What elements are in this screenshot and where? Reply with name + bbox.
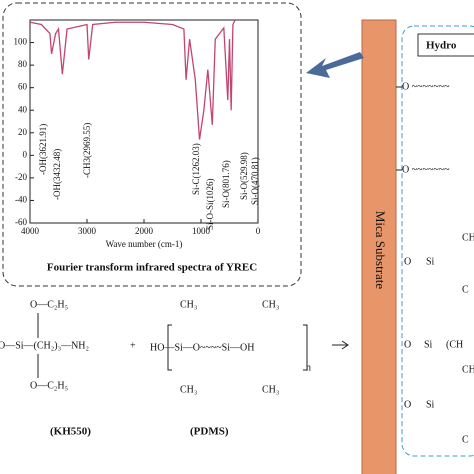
x-tick-label: 4000 — [21, 226, 40, 236]
fragment: O — [404, 339, 411, 350]
y-tick-label: 100 — [14, 37, 28, 47]
substrate-label: Mica Substrate — [373, 211, 388, 290]
chart-frame-dashed — [2, 2, 302, 287]
y-tick-label: -60 — [15, 217, 27, 227]
plus: + — [130, 340, 136, 351]
fragment: O — [404, 399, 411, 410]
fragment: O — [404, 256, 411, 267]
fragment: C — [462, 284, 469, 295]
fragment: CH — [462, 232, 474, 243]
y-tick-label: 20 — [18, 127, 28, 137]
annotation: Si-C(1262.03) — [191, 143, 201, 195]
fragment: Si — [424, 339, 433, 350]
fragment: Si — [426, 399, 435, 410]
y-tick-label: 80 — [18, 59, 28, 69]
bond-text: O ~~~~~~~ — [402, 164, 450, 175]
y-tick-label: 40 — [18, 104, 28, 114]
annotation: Si-O(801.76) — [221, 160, 231, 208]
mica-substrate — [361, 19, 397, 474]
layer-label-box — [417, 33, 474, 57]
annotation: -CH3(2969.55) — [82, 123, 92, 178]
fragment: Si — [426, 256, 435, 267]
annotation: Si-O-Si(1026) — [205, 178, 215, 230]
pdms-main: HO—Si—O~~~~Si—OH — [150, 342, 254, 353]
pdms-name: (PDMS) — [190, 426, 229, 438]
kh-bottom: O—C₂H₅ — [30, 380, 68, 391]
caption: Fourier transform infrared spectra of YR… — [47, 262, 257, 274]
bond-text: O ~~~~~~~ — [402, 81, 450, 92]
fragment: C — [462, 434, 469, 445]
x-tick-label: 1000 — [192, 226, 211, 236]
pdms-top: CH₃ — [262, 299, 279, 310]
x-tick-label: 0 — [256, 226, 261, 236]
x-axis-label: Wave number (cm-1) — [106, 239, 183, 249]
y-tick-label: 60 — [18, 82, 28, 92]
kh-top: O—C₂H₅ — [30, 299, 68, 310]
y-tick-label: -20 — [15, 172, 27, 182]
fragment: CH — [462, 364, 474, 375]
y-tick-label: 0 — [23, 149, 28, 159]
annotation: -OH(3432.48) — [52, 149, 62, 200]
pdms-top: CH₃ — [180, 299, 197, 310]
arrow — [306, 52, 364, 78]
layer-box — [401, 25, 474, 457]
bracket — [167, 324, 308, 371]
kh-name: (KH550) — [50, 426, 91, 438]
x-tick-label: 3000 — [78, 226, 97, 236]
fragment: (CH — [446, 339, 463, 350]
x-tick-label: 2000 — [135, 226, 154, 236]
structures: O—C₂H₅ O—Si—(CH₂)₃—NH₂ O—C₂H₅ (KH550) + … — [0, 81, 450, 437]
y-tick-label: -40 — [15, 195, 27, 205]
layer-label: Hydro — [426, 40, 457, 52]
kh-main: O—Si—(CH₂)₃—NH₂ — [0, 340, 89, 351]
pdms-bottom: CH₃ — [262, 384, 279, 395]
pdms-bottom: CH₃ — [180, 384, 197, 395]
annotation: -OH(3621.91) — [38, 124, 48, 175]
spectrum-line — [29, 19, 236, 140]
reaction-arrow — [332, 340, 349, 350]
annotation: Si-O(470.81) — [250, 157, 260, 205]
annotation: Si-O(529.98) — [239, 152, 249, 200]
pdms-n: n — [306, 362, 311, 373]
